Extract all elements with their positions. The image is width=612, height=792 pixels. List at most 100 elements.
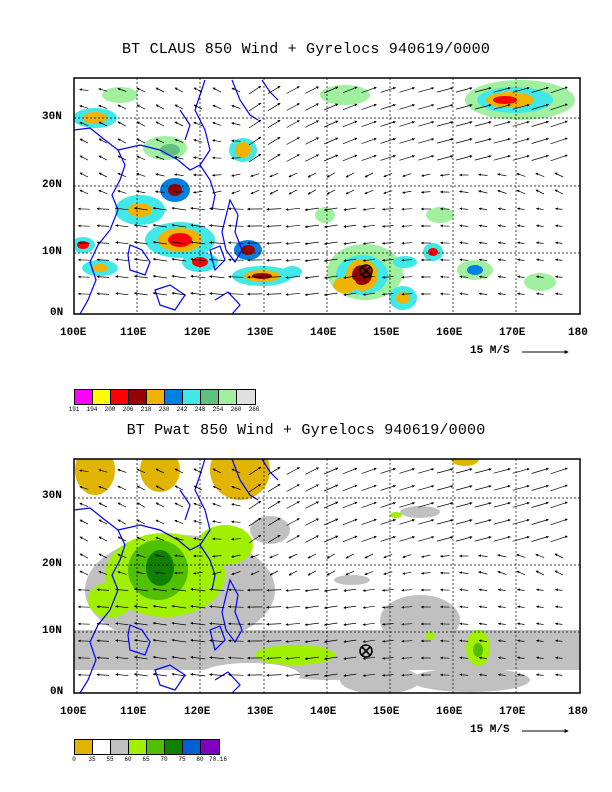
wind-arrow-icon xyxy=(228,292,244,296)
wind-arrow-icon xyxy=(136,104,146,110)
wind-arrow-icon xyxy=(555,673,563,677)
wind-arrow-icon xyxy=(136,553,146,558)
wind-arrow-icon xyxy=(209,673,225,676)
wind-arrow-icon xyxy=(266,258,282,262)
wind-arrow-icon xyxy=(133,224,148,228)
wind-arrow-icon xyxy=(437,468,454,474)
panel-2-xlabel-130: 130E xyxy=(247,706,274,718)
wind-arrow-icon xyxy=(474,519,492,525)
wind-arrow-icon xyxy=(248,153,262,163)
legend-swatch xyxy=(75,390,93,404)
wind-arrow-icon xyxy=(536,622,544,626)
wind-arrow-icon xyxy=(98,155,108,161)
wind-arrow-icon xyxy=(361,501,377,508)
wind-arrow-icon xyxy=(437,536,454,542)
wind-arrow-icon xyxy=(455,468,473,474)
wind-arrow-icon xyxy=(418,502,435,508)
wind-arrow-icon xyxy=(267,467,281,475)
wind-arrow-icon xyxy=(493,87,511,93)
wind-arrow-icon xyxy=(133,275,148,279)
wind-arrow-icon xyxy=(231,190,241,195)
wind-arrow-icon xyxy=(554,570,564,576)
wind-arrow-icon xyxy=(536,241,544,245)
wind-arrow-icon xyxy=(152,604,167,609)
wind-arrow-icon xyxy=(437,155,454,161)
wind-arrow-icon xyxy=(136,502,146,508)
legend-value-label: 60 xyxy=(124,756,132,763)
wind-arrow-icon xyxy=(115,207,129,211)
wind-arrow-icon xyxy=(401,207,413,211)
panel-1-grid xyxy=(74,78,580,314)
wind-arrow-icon xyxy=(266,275,282,279)
legend-value-label: 191 xyxy=(68,406,80,413)
wind-arrow-icon xyxy=(171,604,187,609)
wind-arrow-icon xyxy=(285,622,301,626)
wind-arrow-icon xyxy=(267,103,281,111)
wind-arrow-icon xyxy=(190,206,206,211)
wind-arrow-icon xyxy=(555,656,563,660)
wind-arrow-icon xyxy=(455,138,473,144)
wind-arrow-icon xyxy=(535,570,545,576)
wind-arrow-icon xyxy=(250,189,260,195)
wind-arrow-icon xyxy=(493,536,511,542)
wind-arrow-icon xyxy=(364,172,374,178)
wind-arrow-icon xyxy=(418,468,435,474)
wind-arrow-icon xyxy=(305,154,320,162)
wind-arrow-icon xyxy=(288,570,298,576)
wind-arrow-icon xyxy=(266,622,282,626)
wind-arrow-icon xyxy=(455,502,473,508)
wind-arrow-icon xyxy=(497,292,506,296)
wind-arrow-icon xyxy=(79,121,89,127)
wind-arrow-icon xyxy=(401,639,413,643)
wind-arrow-icon xyxy=(531,120,549,127)
wind-arrow-icon xyxy=(383,553,393,559)
wind-arrow-icon xyxy=(171,621,187,626)
wind-arrow-icon xyxy=(478,224,487,228)
wind-arrow-icon xyxy=(343,622,357,626)
wind-arrow-icon xyxy=(96,207,110,211)
wind-arrow-icon xyxy=(380,103,396,110)
wind-arrow-icon xyxy=(535,172,545,178)
wind-arrow-icon xyxy=(362,241,375,245)
wind-arrow-icon xyxy=(399,502,416,508)
wind-arrow-icon xyxy=(478,173,488,177)
wind-arrow-icon xyxy=(459,190,469,194)
wind-arrow-icon xyxy=(342,103,358,111)
wind-arrow-icon xyxy=(115,622,129,626)
wind-arrow-icon xyxy=(304,622,319,626)
wind-arrow-icon xyxy=(152,655,167,660)
panel-1-wind-vectors xyxy=(77,85,568,297)
legend-value-label: 35 xyxy=(88,756,96,763)
wind-arrow-icon xyxy=(155,87,165,93)
panel-2-xlabel-110: 110E xyxy=(120,706,147,718)
wind-arrow-icon xyxy=(98,536,108,542)
legend-value-label: 194 xyxy=(86,406,98,413)
wind-arrow-icon xyxy=(267,86,281,94)
wind-arrow-icon xyxy=(212,104,222,110)
wind-arrow-icon xyxy=(364,189,374,195)
wind-arrow-icon xyxy=(437,519,454,525)
legend-value-label: 260 xyxy=(230,406,242,413)
wind-arrow-icon xyxy=(383,190,393,194)
wind-arrow-icon xyxy=(193,520,203,524)
wind-arrow-icon xyxy=(380,501,396,508)
wind-arrow-icon xyxy=(531,518,549,525)
wind-arrow-icon xyxy=(531,535,549,542)
panel-2-ylabel-30: 30N xyxy=(42,490,62,502)
wind-arrow-icon xyxy=(550,103,568,111)
wind-arrow-icon xyxy=(228,224,244,228)
wind-arrow-icon xyxy=(209,588,225,591)
wind-arrow-icon xyxy=(418,536,435,542)
wind-arrow-icon xyxy=(554,553,564,559)
wind-arrow-icon xyxy=(267,518,281,526)
legend-swatch xyxy=(111,390,129,404)
wind-arrow-icon xyxy=(267,484,281,492)
wind-arrow-icon xyxy=(536,605,544,609)
wind-arrow-icon xyxy=(455,519,473,525)
wind-arrow-icon xyxy=(171,257,187,262)
wind-arrow-icon xyxy=(266,241,282,245)
wind-arrow-icon xyxy=(555,605,563,609)
wind-arrow-icon xyxy=(307,570,317,576)
wind-arrow-icon xyxy=(190,240,206,245)
legend-swatch xyxy=(93,390,111,404)
